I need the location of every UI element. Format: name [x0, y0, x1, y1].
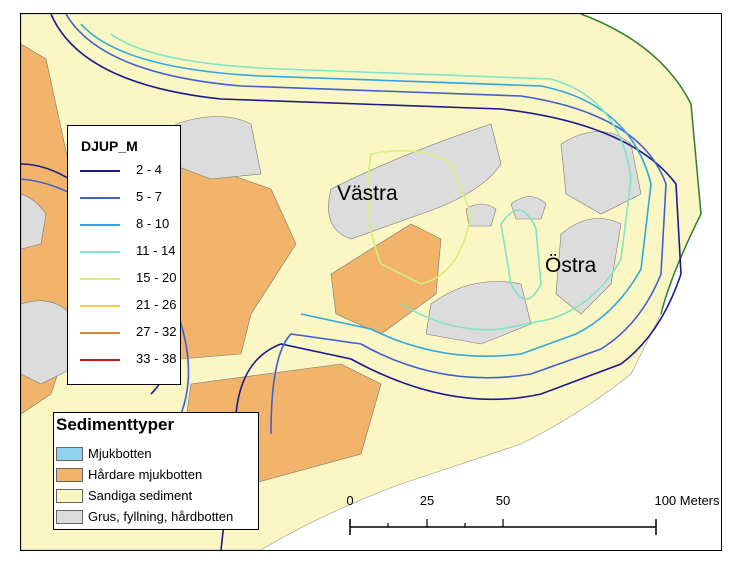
depth-legend-label: 21 - 26	[136, 297, 177, 312]
depth-legend-label: 27 - 32	[136, 324, 177, 339]
contour-11-14	[110, 33, 632, 331]
depth-line-swatch	[80, 305, 120, 307]
depth-legend-item: 33 - 38	[80, 351, 180, 369]
depth-legend-item: 27 - 32	[80, 324, 180, 342]
depth-line-swatch	[80, 332, 120, 334]
scale-tick-label: 100 Meters	[654, 493, 720, 508]
gravel-area-6	[465, 203, 497, 227]
scale-tick-label: 50	[495, 493, 511, 508]
depth-line-swatch	[80, 251, 120, 253]
depth-legend-label: 15 - 20	[136, 270, 177, 285]
contour-11-14-inner	[500, 209, 542, 300]
depth-legend-item: 5 - 7	[80, 189, 180, 207]
sediment-legend-label: Hårdare mjukbotten	[88, 467, 203, 482]
depth-line-swatch	[80, 359, 120, 361]
contour-2-4	[50, 14, 682, 550]
shore-outline	[580, 14, 702, 315]
map-frame[interactable]: Västra Östra DJUP_M 2 - 4 5 - 7 8 - 10 1…	[20, 13, 722, 551]
contour-5-7	[65, 14, 667, 435]
depth-line-swatch	[80, 197, 120, 199]
gravel-area-8	[21, 300, 82, 385]
sediment-swatch	[56, 447, 83, 461]
sediment-legend-item: Mjukbotten	[56, 445, 256, 465]
sediment-legend-title: Sedimenttyper	[56, 415, 175, 434]
gravel-area-3	[555, 218, 622, 315]
depth-legend-label: 2 - 4	[136, 162, 163, 177]
gravel-area-5	[510, 196, 547, 220]
scale-bar: 0 25 50 100 Meters	[339, 493, 720, 543]
place-label-vastra: Västra	[337, 182, 398, 205]
depth-line-swatch	[80, 278, 120, 280]
sediment-swatch	[56, 468, 83, 482]
gravel-area-1	[328, 123, 502, 240]
gravel-area-9	[21, 193, 47, 250]
depth-legend-item: 21 - 26	[80, 297, 180, 315]
sediment-legend-label: Grus, fyllning, hårdbotten	[88, 509, 234, 524]
sediment-legend-label: Sandiga sediment	[88, 488, 193, 503]
gravel-area-7	[170, 116, 262, 180]
depth-legend-item: 8 - 10	[80, 216, 180, 234]
depth-line-swatch	[80, 170, 120, 172]
sediment-legend: Sedimenttyper Mjukbotten Hårdare mjukbot…	[53, 412, 259, 530]
depth-legend-label: 8 - 10	[136, 216, 170, 231]
depth-legend-label: 5 - 7	[136, 189, 163, 204]
scale-tick-label: 0	[346, 493, 354, 508]
sediment-swatch	[56, 510, 83, 524]
depth-legend-item: 11 - 14	[80, 243, 180, 261]
gravel-area-2	[560, 131, 642, 215]
depth-legend: DJUP_M 2 - 4 5 - 7 8 - 10 11 - 14 15 - 2…	[67, 125, 181, 385]
scale-bar-graphic	[349, 519, 657, 535]
sediment-legend-item: Grus, fyllning, hårdbotten	[56, 508, 256, 528]
depth-legend-item: 2 - 4	[80, 162, 180, 180]
sediment-legend-item: Sandiga sediment	[56, 487, 256, 507]
depth-legend-item: 15 - 20	[80, 270, 180, 288]
scale-tick-label: 25	[419, 493, 435, 508]
sediment-legend-item: Hårdare mjukbotten	[56, 466, 256, 486]
depth-legend-label: 11 - 14	[136, 243, 176, 258]
hard-softbottom-area-mid	[330, 223, 442, 335]
depth-line-swatch	[80, 224, 120, 226]
sediment-legend-label: Mjukbotten	[88, 446, 152, 461]
contour-15-20	[366, 149, 472, 285]
depth-legend-title: DJUP_M	[81, 138, 138, 154]
sediment-swatch	[56, 489, 83, 503]
place-label-ostra: Östra	[545, 254, 597, 277]
depth-legend-label: 33 - 38	[136, 351, 177, 366]
contour-8-10	[80, 23, 652, 358]
